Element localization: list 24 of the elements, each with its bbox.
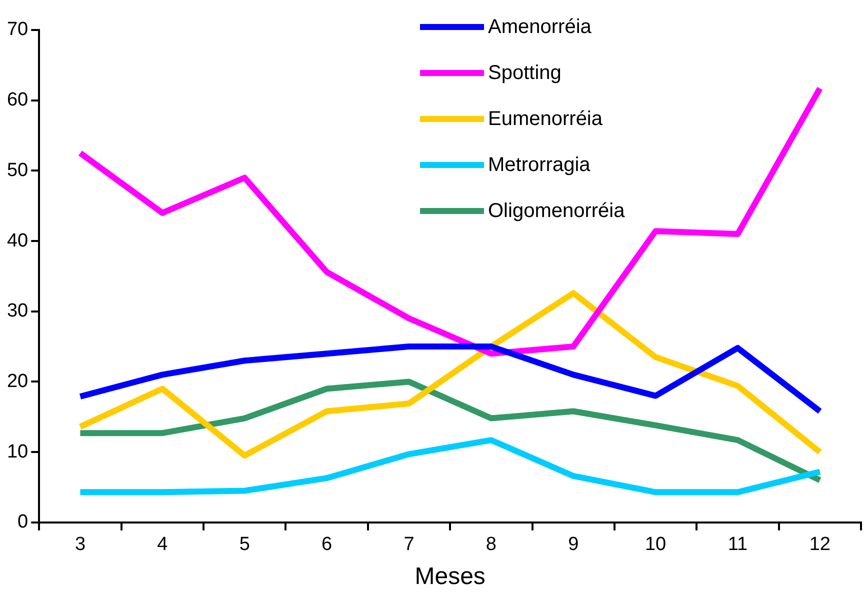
legend-label: Amenorréia	[488, 16, 592, 38]
legend-label: Spotting	[488, 62, 562, 84]
y-tick-label: 50	[6, 160, 28, 181]
y-tick-label: 40	[6, 230, 28, 252]
x-tick-label: 9	[568, 534, 579, 556]
legend-label: Oligomenorréia	[488, 200, 625, 222]
x-tick-label: 7	[404, 534, 414, 556]
x-tick-label: 3	[74, 534, 86, 556]
x-tick-label: 6	[322, 534, 332, 556]
legend-label: Metrorragia	[488, 154, 590, 176]
x-axis-title: Meses	[414, 563, 486, 590]
legend-label: Eumenorréia	[488, 108, 603, 130]
y-tick-label: 70	[6, 19, 28, 40]
x-tick-label: 12	[809, 534, 830, 556]
y-tick-label: 30	[6, 300, 28, 322]
x-tick-label: 4	[157, 534, 168, 556]
x-tick-label: 5	[239, 534, 250, 556]
y-tick-label: 60	[6, 90, 28, 111]
x-tick-label: 11	[728, 534, 748, 556]
y-tick-label: 0	[18, 512, 28, 533]
x-tick-label: 10	[644, 534, 666, 556]
x-tick-label: 8	[486, 534, 496, 556]
y-tick-label: 10	[6, 441, 28, 462]
y-tick-label: 20	[6, 370, 28, 392]
